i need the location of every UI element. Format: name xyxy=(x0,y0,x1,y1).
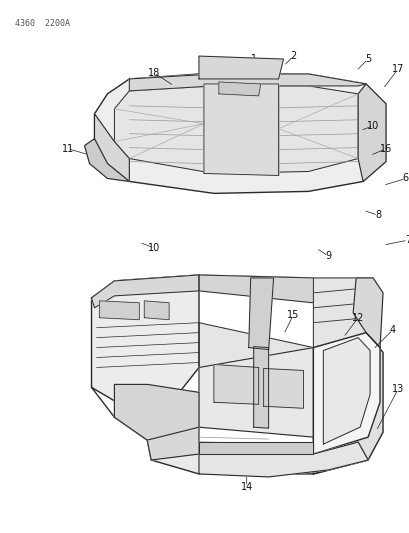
Polygon shape xyxy=(198,275,312,303)
Text: 12: 12 xyxy=(351,313,364,323)
Text: 4360  2200A: 4360 2200A xyxy=(15,19,70,28)
Text: 8: 8 xyxy=(374,210,380,220)
Text: 13: 13 xyxy=(391,384,403,394)
Polygon shape xyxy=(114,384,198,440)
Text: 1: 1 xyxy=(250,54,256,64)
Text: 18: 18 xyxy=(148,68,160,78)
Text: 2: 2 xyxy=(290,51,296,61)
Polygon shape xyxy=(84,139,129,181)
Polygon shape xyxy=(198,442,312,454)
Text: 10: 10 xyxy=(366,121,378,131)
Polygon shape xyxy=(352,278,382,348)
Text: 5: 5 xyxy=(364,54,370,64)
Polygon shape xyxy=(312,278,372,348)
Polygon shape xyxy=(312,333,379,454)
Text: 7: 7 xyxy=(404,235,409,245)
Polygon shape xyxy=(198,348,312,437)
Text: 11: 11 xyxy=(61,143,74,154)
Text: 17: 17 xyxy=(391,64,403,74)
Polygon shape xyxy=(312,333,382,474)
Text: 3: 3 xyxy=(243,164,249,174)
Text: 9: 9 xyxy=(324,251,330,261)
Polygon shape xyxy=(114,86,357,173)
Text: 15: 15 xyxy=(287,310,299,320)
Polygon shape xyxy=(203,84,278,175)
Polygon shape xyxy=(198,56,283,79)
Polygon shape xyxy=(248,278,273,350)
Polygon shape xyxy=(144,301,169,320)
Polygon shape xyxy=(263,368,303,408)
Polygon shape xyxy=(198,322,312,377)
Polygon shape xyxy=(147,424,198,460)
Polygon shape xyxy=(213,365,258,405)
Text: 4: 4 xyxy=(389,325,395,335)
Polygon shape xyxy=(91,275,198,424)
Polygon shape xyxy=(147,440,367,474)
Text: 10: 10 xyxy=(148,243,160,253)
Polygon shape xyxy=(94,114,129,181)
Polygon shape xyxy=(253,346,268,428)
Polygon shape xyxy=(91,275,198,308)
Polygon shape xyxy=(357,84,385,181)
Text: 10: 10 xyxy=(212,114,225,124)
Polygon shape xyxy=(94,74,385,193)
Polygon shape xyxy=(218,82,260,96)
Text: 14: 14 xyxy=(240,482,252,492)
Polygon shape xyxy=(129,74,365,91)
Text: 6: 6 xyxy=(402,173,408,183)
Polygon shape xyxy=(323,337,369,444)
Text: 16: 16 xyxy=(379,143,391,154)
Polygon shape xyxy=(198,442,367,477)
Polygon shape xyxy=(99,301,139,320)
